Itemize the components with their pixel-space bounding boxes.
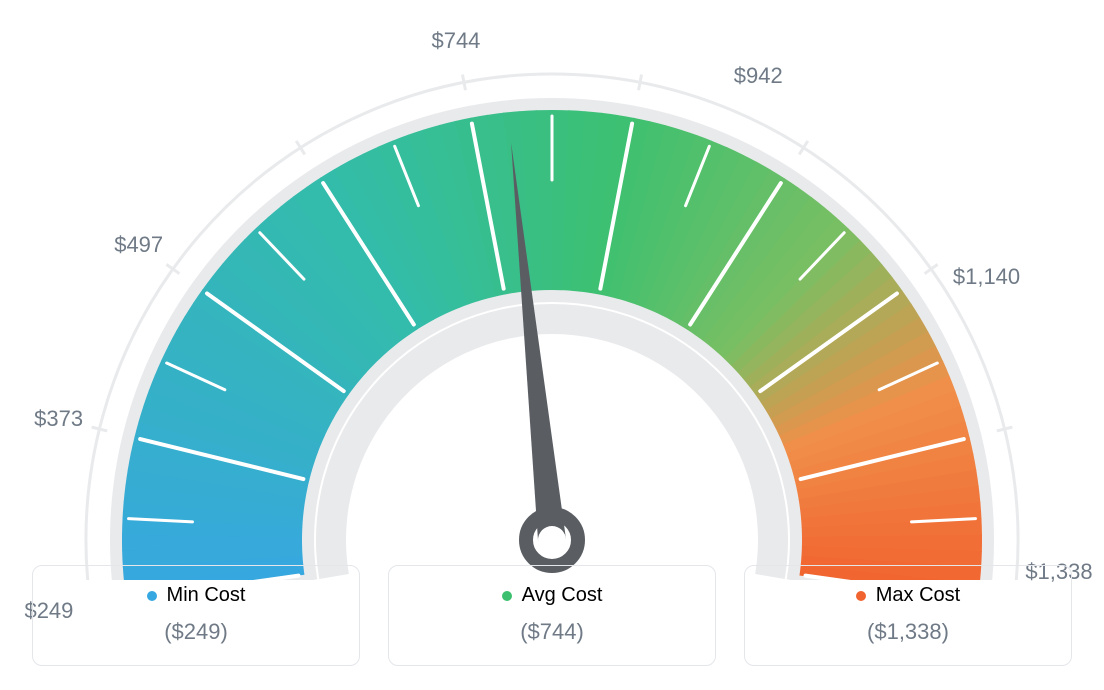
gauge-tick-label: $497 <box>114 232 163 258</box>
avg-cost-value: ($744) <box>389 619 715 645</box>
min-cost-label: Min Cost <box>167 584 246 607</box>
gauge-tick-label: $373 <box>34 406 83 432</box>
min-dot-icon <box>147 591 157 601</box>
legend-row: Min Cost ($249) Avg Cost ($744) Max Cost… <box>32 565 1072 666</box>
avg-cost-card: Avg Cost ($744) <box>388 565 716 666</box>
min-cost-value: ($249) <box>33 619 359 645</box>
max-cost-label: Max Cost <box>876 584 960 607</box>
gauge-tick-label: $1,140 <box>953 264 1020 290</box>
gauge-svg <box>0 0 1104 580</box>
gauge-tick-label: $942 <box>734 63 783 89</box>
cost-gauge: $249$373$497$744$942$1,140$1,338 <box>0 0 1104 580</box>
gauge-tick-label: $744 <box>431 28 480 54</box>
avg-dot-icon <box>502 591 512 601</box>
avg-cost-label: Avg Cost <box>522 584 603 607</box>
max-dot-icon <box>856 591 866 601</box>
max-cost-value: ($1,338) <box>745 619 1071 645</box>
min-cost-card: Min Cost ($249) <box>32 565 360 666</box>
max-cost-card: Max Cost ($1,338) <box>744 565 1072 666</box>
